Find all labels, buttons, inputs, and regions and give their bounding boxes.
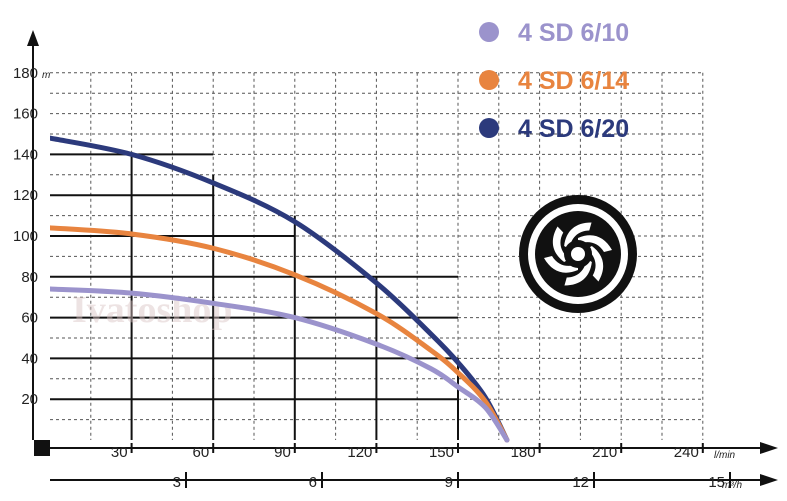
x2-tick-labels: 3 6 9 12 15 [173, 472, 731, 491]
series-line-3 [50, 135, 510, 443]
x-tick-labels: 30 60 90 120 150 180 210 240 [111, 443, 704, 461]
x2-axis-arrow-icon [760, 474, 778, 486]
x2-tick-label: 3 [173, 474, 181, 491]
series-line-2 [50, 225, 510, 443]
y-tick-label: 120 [13, 187, 38, 204]
legend: 4 SD 6/10 4 SD 6/14 4 SD 6/20 [479, 19, 629, 143]
grid-solid [50, 153, 459, 440]
series-line-1 [50, 286, 510, 443]
x2-tick-label: 12 [572, 474, 589, 491]
impeller-blade [578, 235, 612, 252]
y-tick-label: 160 [13, 106, 38, 123]
y-axis-arrow-icon [27, 30, 39, 46]
x-axis-arrow-icon [760, 442, 778, 454]
y-tick-label: 60 [21, 310, 38, 327]
impeller-icon [519, 195, 637, 313]
x2-tick-label: 6 [309, 474, 317, 491]
x2-tick-label: 15 [708, 474, 725, 491]
impeller-blade [586, 246, 604, 282]
origin-marker [34, 440, 50, 456]
legend-label: 4 SD 6/14 [518, 67, 629, 95]
y-tick-label: 140 [13, 146, 38, 163]
impeller-blade [552, 226, 570, 262]
y-tick-label: 180 [13, 65, 38, 82]
impeller-blade [544, 256, 578, 273]
y-tick-label: 20 [21, 391, 38, 408]
y-tick-label: 100 [13, 228, 38, 245]
x-tick-label: 90 [274, 444, 291, 461]
series-lines [50, 135, 510, 443]
x2-tick-label: 9 [445, 474, 453, 491]
legend-swatch [479, 118, 499, 138]
legend-label: 4 SD 6/20 [518, 115, 629, 143]
x-tick-label: 150 [429, 444, 454, 461]
y-tick-label: 80 [21, 269, 38, 286]
x-tick-label: 210 [592, 444, 617, 461]
x-tick-label: 180 [511, 444, 536, 461]
y-tick-label: 40 [21, 350, 38, 367]
x-tick-label: 60 [193, 444, 210, 461]
x-tick-label: 30 [111, 444, 128, 461]
legend-label: 4 SD 6/10 [518, 19, 629, 47]
x-tick-label: 120 [347, 444, 372, 461]
legend-swatch [479, 70, 499, 90]
x2-unit-label: m³/h [722, 480, 742, 491]
legend-swatch [479, 22, 499, 42]
x-tick-label: 240 [674, 444, 699, 461]
x-unit-label: l/min [714, 450, 736, 461]
y-unit-label: m [42, 70, 50, 81]
axes [27, 30, 778, 486]
y-tick-labels: 20 40 60 80 100 120 140 160 180 [13, 65, 38, 408]
